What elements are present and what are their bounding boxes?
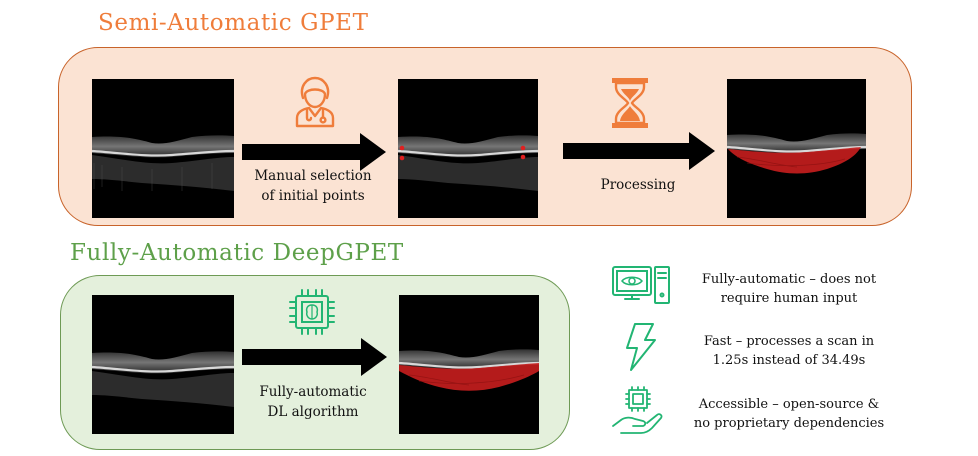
initial-point-marker — [520, 154, 526, 160]
manual-selection-label: Manual selection of initial points — [243, 166, 383, 206]
feature-accessible: Accessible – open-source & no proprietar… — [680, 395, 898, 433]
fully-automatic-title: Fully-Automatic DeepGPET — [70, 240, 404, 266]
hand-chip-icon — [611, 386, 665, 438]
manual-selection-label-line-2: of initial points — [261, 188, 365, 204]
dl-algorithm-label-line-1: Fully-automatic — [259, 384, 367, 400]
choroid-segmentation-mask — [399, 363, 539, 391]
feature-accessible-line-2: no proprietary dependencies — [693, 416, 885, 431]
arrow-dl-algorithm — [242, 338, 387, 376]
initial-point-marker — [520, 145, 526, 151]
arrow-processing — [563, 132, 715, 170]
oct-scan-input-deep — [92, 295, 234, 434]
oct-scan-input — [92, 79, 234, 218]
dl-algorithm-label: Fully-automatic DL algorithm — [243, 382, 383, 422]
ai-chip-icon — [287, 287, 337, 337]
computer-eye-icon — [611, 265, 671, 307]
feature-fully-automatic-line-1: Fully-automatic – does not — [701, 272, 877, 287]
feature-accessible-line-1: Accessible – open-source & — [698, 397, 880, 412]
processing-label: Processing — [600, 177, 676, 193]
feature-fast-line-2: 1.25s instead of 34.49s — [712, 353, 866, 368]
initial-point-marker — [399, 155, 405, 161]
feature-fast-line-1: Fast – processes a scan in — [703, 334, 875, 349]
hourglass-icon — [610, 77, 650, 129]
initial-point-marker — [399, 145, 405, 151]
feature-fast: Fast – processes a scan in 1.25s instead… — [680, 332, 898, 370]
arrow-manual-selection — [242, 133, 386, 171]
oct-scan-segmented-gpet — [727, 79, 866, 218]
feature-fully-automatic-line-2: require human input — [720, 291, 858, 306]
manual-selection-label-line-1: Manual selection — [254, 168, 372, 184]
lightning-icon — [625, 322, 657, 372]
feature-fully-automatic: Fully-automatic – does not require human… — [680, 270, 898, 308]
oct-scan-initial-points — [398, 79, 538, 218]
oct-scan-segmented-deepgpet — [399, 295, 539, 434]
semi-automatic-title: Semi-Automatic GPET — [98, 10, 369, 36]
choroid-segmentation-mask — [728, 147, 861, 174]
dl-algorithm-label-line-2: DL algorithm — [267, 404, 359, 420]
doctor-icon — [293, 76, 337, 128]
